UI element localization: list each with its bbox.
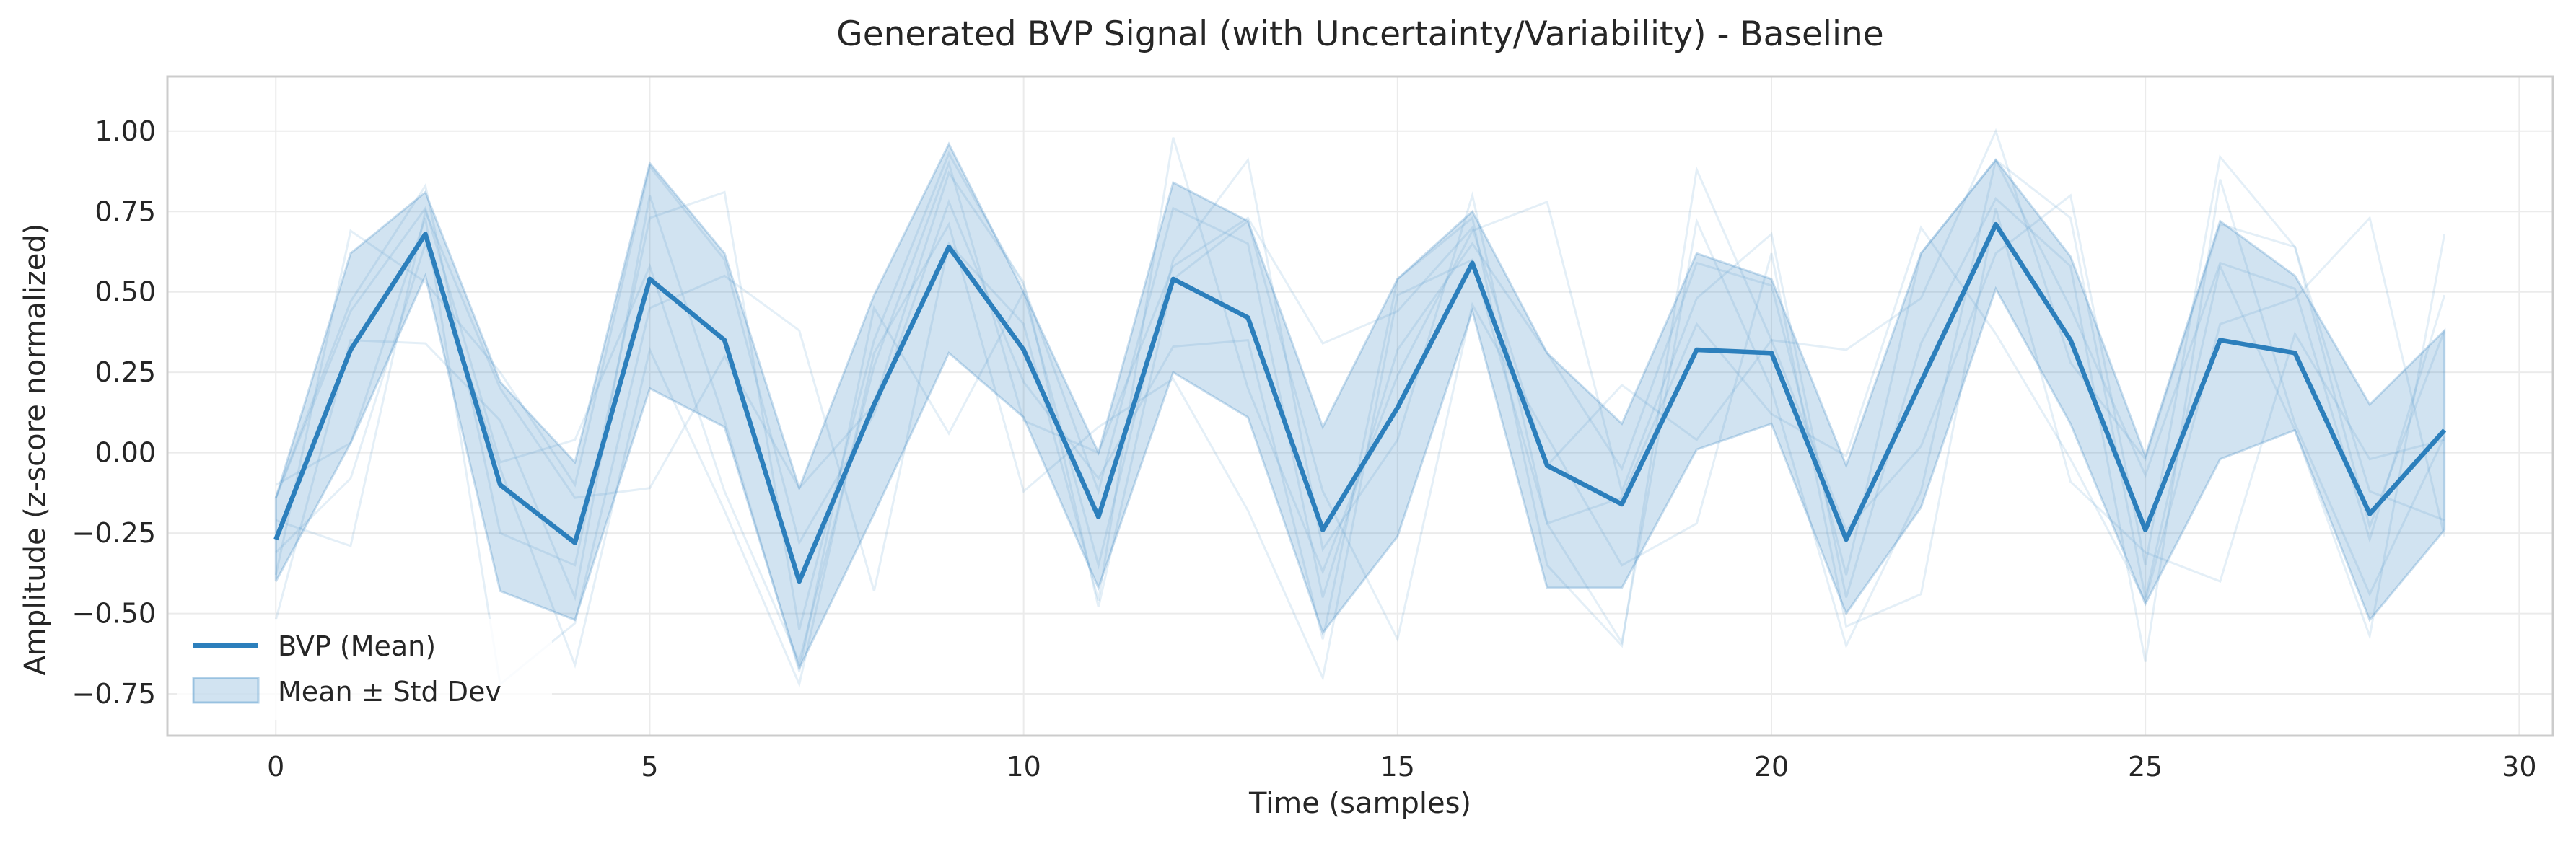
x-tick-labels: 0 5 10 15 20 25 30 bbox=[267, 751, 2536, 783]
sample-trace bbox=[274, 128, 2445, 666]
y-tick-label: 0.75 bbox=[95, 195, 156, 227]
std-dev-band bbox=[274, 141, 2446, 672]
sample-trace bbox=[274, 157, 2446, 672]
x-tick-label: 10 bbox=[1006, 751, 1041, 783]
sample-trace bbox=[274, 151, 2446, 630]
y-tick-label: 1.00 bbox=[95, 115, 156, 147]
x-tick-label: 25 bbox=[2128, 751, 2163, 783]
sample-trace bbox=[274, 154, 2446, 648]
x-tick-label: 20 bbox=[1754, 751, 1789, 783]
y-tick-label: 0.00 bbox=[95, 437, 156, 469]
sample-trace bbox=[275, 137, 2446, 687]
legend-background bbox=[177, 619, 552, 720]
x-tick-label: 30 bbox=[2502, 751, 2536, 783]
x-tick-label: 15 bbox=[1380, 751, 1415, 783]
y-tick-label: −0.25 bbox=[72, 517, 156, 549]
y-tick-labels: −0.75 −0.50 −0.25 0.00 0.25 0.50 0.75 1.00 bbox=[72, 115, 156, 710]
sample-trace bbox=[275, 158, 2446, 688]
y-tick-label: 0.50 bbox=[95, 276, 156, 308]
y-tick-label: −0.50 bbox=[72, 598, 156, 630]
std-band-layer bbox=[274, 141, 2446, 672]
grid-layer bbox=[167, 76, 2553, 736]
mean-line-layer bbox=[273, 221, 2447, 584]
x-axis-label: Time (samples) bbox=[1248, 787, 1471, 820]
mean-series-line bbox=[273, 221, 2447, 584]
x-tick-label: 0 bbox=[267, 751, 284, 783]
legend-label-mean: BVP (Mean) bbox=[278, 630, 436, 662]
y-axis-label: Amplitude (z-score normalized) bbox=[19, 224, 52, 676]
x-tick-label: 5 bbox=[641, 751, 658, 783]
y-tick-label: −0.75 bbox=[72, 678, 156, 710]
legend-label-band: Mean ± Std Dev bbox=[278, 676, 501, 708]
plot-frame bbox=[166, 75, 2554, 737]
y-tick-label: 0.25 bbox=[95, 356, 156, 388]
legend-swatch-band bbox=[192, 677, 260, 704]
sample-trace bbox=[275, 170, 2445, 643]
sample-traces-layer bbox=[274, 128, 2446, 688]
legend: BVP (Mean) Mean ± Std Dev bbox=[177, 619, 552, 720]
chart-title: Generated BVP Signal (with Uncertainty/V… bbox=[836, 14, 1883, 54]
